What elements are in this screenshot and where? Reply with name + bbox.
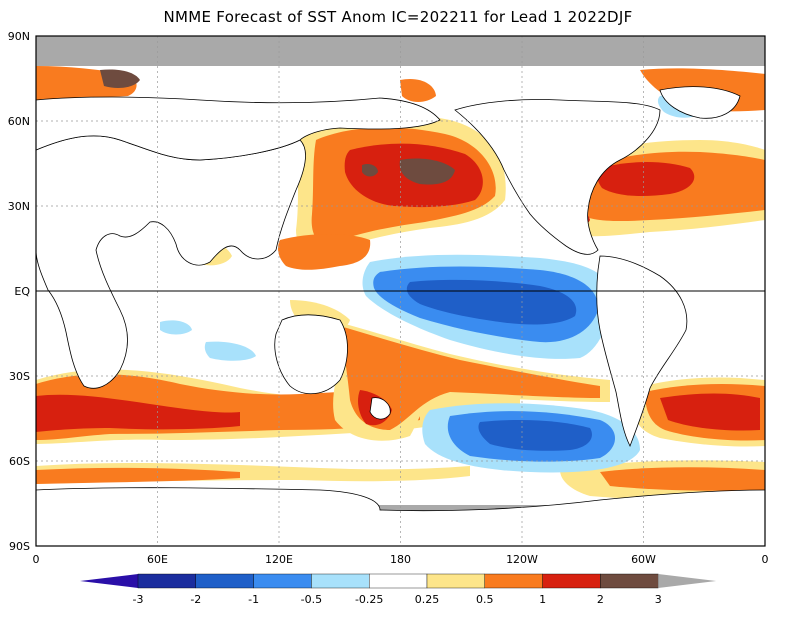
- colorbar-label: 1: [539, 593, 546, 606]
- west-pacific-warm: [278, 234, 371, 270]
- colorbar-label: 2: [597, 593, 604, 606]
- south-pacific-cool-core: [478, 420, 592, 451]
- map-frame: [35, 35, 766, 547]
- lat-label: EQ: [14, 285, 30, 298]
- colorbar-segment: [542, 573, 601, 589]
- colorbar-label: 0.5: [476, 593, 494, 606]
- colorbar-segment: [311, 573, 370, 589]
- continent-outlines: [36, 86, 765, 546]
- colorbar-segment: [137, 573, 196, 589]
- colorbar-under-triangle: [80, 574, 138, 588]
- south-atlantic-warm-core: [660, 393, 760, 431]
- colorbar-segment: [600, 573, 659, 589]
- colorbar-segment: [253, 573, 312, 589]
- map-title: NMME Forecast of SST Anom IC=202211 for …: [163, 8, 632, 26]
- southern-warm-core-indian: [36, 394, 240, 432]
- colorbar-label: -0.25: [355, 593, 383, 606]
- continent-new-zealand: [369, 397, 391, 420]
- map-plot-area: [36, 36, 765, 546]
- bering-warm: [400, 78, 436, 102]
- north-pacific-warm-extreme: [399, 158, 455, 185]
- colorbar-segment: [369, 573, 428, 589]
- north-pacific-warm-extreme-2: [362, 163, 378, 177]
- lat-label: 90N: [8, 30, 30, 43]
- colorbar-segment: [426, 573, 485, 589]
- colorbar-segment: [195, 573, 254, 589]
- south-pacific-warm: [340, 326, 600, 430]
- lat-label: 30S: [9, 370, 30, 383]
- colorbar-label: -0.5: [301, 593, 322, 606]
- lon-label: 0: [762, 553, 769, 566]
- north-atlantic-warm-core: [597, 162, 695, 196]
- lon-label: 120W: [506, 553, 538, 566]
- lon-label: 0: [33, 553, 40, 566]
- colorbar-label: -1: [248, 593, 259, 606]
- continent-north-eurasia: [36, 96, 441, 161]
- continent-south-america: [596, 255, 688, 447]
- colorbar-over-triangle: [658, 574, 717, 588]
- lat-label: 60S: [9, 455, 30, 468]
- colorbar: -3 -2 -1 -0.5 -0.25 0.25 0.5 1 2 3: [80, 573, 717, 606]
- indian-ocean-cool-2: [204, 341, 256, 361]
- south-atlantic-subpolar-warm: [600, 467, 765, 491]
- colorbar-label: -2: [190, 593, 201, 606]
- barents-warm-extreme: [100, 69, 140, 88]
- lat-label: 60N: [8, 115, 30, 128]
- lat-label: 30N: [8, 200, 30, 213]
- lon-label: 120E: [265, 553, 293, 566]
- lon-label: 180: [390, 553, 411, 566]
- colorbar-segment: [484, 573, 543, 589]
- continent-greenland: [659, 86, 741, 119]
- lon-label: 60W: [631, 553, 656, 566]
- indian-ocean-cool-1: [160, 320, 192, 335]
- longitude-labels: 0 60E 120E 180 120W 60W 0: [33, 553, 769, 566]
- latitude-labels: 90N 60N 30N EQ 30S 60S 90S: [8, 30, 31, 553]
- lat-label: 90S: [9, 540, 30, 553]
- colorbar-label: -3: [133, 593, 144, 606]
- colorbar-label: 3: [655, 593, 662, 606]
- continent-north-america: [454, 99, 661, 255]
- lon-label: 60E: [147, 553, 168, 566]
- colorbar-label: 0.25: [415, 593, 440, 606]
- antarctic-margin-warm: [36, 467, 240, 484]
